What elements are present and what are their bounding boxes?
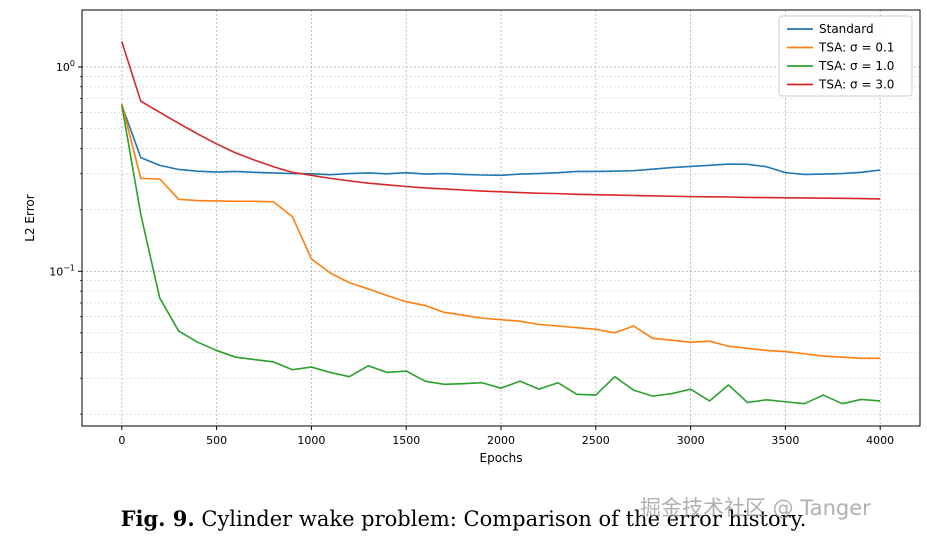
- x-axis-ticks: 0 500 1000 1500 2000 2500 3000 3500 4000: [118, 426, 894, 447]
- x-tick-label: 500: [206, 434, 227, 447]
- figure-caption-label: Fig. 9.: [120, 506, 195, 531]
- series-line: [121, 104, 881, 177]
- legend-label: Standard: [819, 22, 874, 36]
- y-axis-ticks: 100 10−1: [49, 59, 82, 415]
- watermark: 掘金技术社区 @ Tanger: [640, 496, 871, 520]
- x-tick-label: 0: [118, 434, 125, 447]
- series-line: [121, 41, 881, 200]
- legend-label: TSA: σ = 1.0: [818, 59, 894, 73]
- x-tick-label: 3000: [677, 434, 705, 447]
- figure-caption-text: Cylinder wake problem: Comparison of the…: [194, 507, 807, 531]
- x-tick-label: 2500: [582, 434, 610, 447]
- y-tick-label: 10−1: [49, 263, 75, 278]
- legend-label: TSA: σ = 3.0: [818, 78, 894, 92]
- x-tick-label: 1500: [392, 434, 420, 447]
- x-axis-label: Epochs: [480, 451, 523, 465]
- chart: 0 500 1000 1500 2000 2500 3000 3500 4000 100 10−1…: [23, 9, 921, 465]
- y-axis-label: L2 Error: [23, 194, 37, 241]
- series-line: [121, 105, 881, 405]
- legend-label: TSA: σ = 0.1: [818, 41, 894, 55]
- legend-box: [778, 15, 913, 97]
- series-line: [121, 103, 881, 360]
- series-lines: [121, 41, 881, 405]
- x-tick-label: 4000: [866, 434, 894, 447]
- x-tick-label: 2000: [487, 434, 515, 447]
- x-tick-label: 1000: [297, 434, 325, 447]
- y-tick-label: 100: [56, 59, 75, 74]
- figure-caption: Fig. 9. Cylinder wake problem: Compariso…: [0, 506, 927, 531]
- x-tick-label: 3500: [771, 434, 799, 447]
- legend: Standard TSA: σ = 0.1 TSA: σ = 1.0 TSA: σ =…: [778, 15, 913, 97]
